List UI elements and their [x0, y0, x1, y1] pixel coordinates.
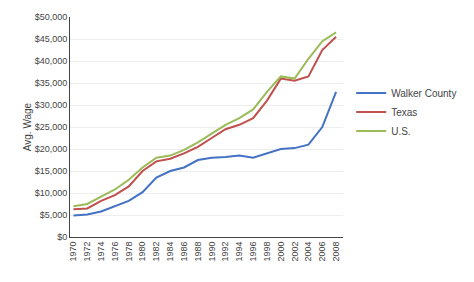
svg-text:$25,000: $25,000 [35, 122, 68, 132]
svg-text:2002: 2002 [290, 242, 300, 262]
svg-text:1970: 1970 [68, 242, 78, 262]
svg-text:$5,000: $5,000 [40, 210, 68, 220]
svg-text:$20,000: $20,000 [35, 144, 68, 154]
svg-text:1994: 1994 [234, 242, 244, 262]
svg-text:1972: 1972 [82, 242, 92, 262]
svg-text:$15,000: $15,000 [35, 166, 68, 176]
svg-text:1974: 1974 [96, 242, 106, 262]
svg-text:$40,000: $40,000 [35, 56, 68, 66]
svg-text:2000: 2000 [276, 242, 286, 262]
svg-text:1988: 1988 [193, 242, 203, 262]
svg-text:1976: 1976 [110, 242, 120, 262]
svg-text:$10,000: $10,000 [35, 188, 68, 198]
svg-text:Avg. Wage: Avg. Wage [22, 102, 33, 151]
svg-text:Walker County: Walker County [391, 88, 456, 99]
svg-text:2004: 2004 [303, 242, 313, 262]
svg-text:1990: 1990 [207, 242, 217, 262]
svg-text:1986: 1986 [179, 242, 189, 262]
svg-text:$30,000: $30,000 [35, 100, 68, 110]
svg-text:1984: 1984 [165, 242, 175, 262]
svg-text:1980: 1980 [137, 242, 147, 262]
svg-text:$45,000: $45,000 [35, 34, 68, 44]
svg-text:U.S.: U.S. [391, 126, 410, 137]
svg-text:2006: 2006 [317, 242, 327, 262]
svg-text:2008: 2008 [331, 242, 341, 262]
svg-text:Texas: Texas [391, 107, 417, 118]
svg-text:$35,000: $35,000 [35, 78, 68, 88]
svg-text:1998: 1998 [262, 242, 272, 262]
svg-text:$50,000: $50,000 [35, 12, 68, 22]
svg-text:$0: $0 [57, 232, 67, 242]
svg-text:1996: 1996 [248, 242, 258, 262]
svg-text:1992: 1992 [220, 242, 230, 262]
svg-text:1982: 1982 [151, 242, 161, 262]
svg-text:1978: 1978 [124, 242, 134, 262]
